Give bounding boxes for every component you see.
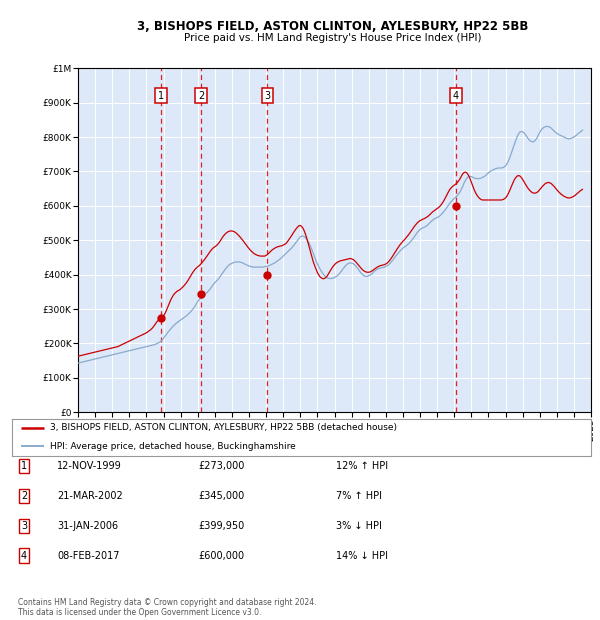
Text: 31-JAN-2006: 31-JAN-2006	[57, 521, 118, 531]
Text: £273,000: £273,000	[198, 461, 244, 471]
Text: 7% ↑ HPI: 7% ↑ HPI	[336, 491, 382, 501]
Text: 2: 2	[198, 91, 205, 100]
Text: 4: 4	[21, 551, 27, 560]
Text: £600,000: £600,000	[198, 551, 244, 560]
Text: 3% ↓ HPI: 3% ↓ HPI	[336, 521, 382, 531]
Text: £345,000: £345,000	[198, 491, 244, 501]
Text: 21-MAR-2002: 21-MAR-2002	[57, 491, 123, 501]
Text: 12-NOV-1999: 12-NOV-1999	[57, 461, 122, 471]
Text: 3, BISHOPS FIELD, ASTON CLINTON, AYLESBURY, HP22 5BB (detached house): 3, BISHOPS FIELD, ASTON CLINTON, AYLESBU…	[50, 423, 397, 432]
Text: Contains HM Land Registry data © Crown copyright and database right 2024.: Contains HM Land Registry data © Crown c…	[18, 598, 317, 607]
Text: HPI: Average price, detached house, Buckinghamshire: HPI: Average price, detached house, Buck…	[50, 442, 295, 451]
Text: 3: 3	[21, 521, 27, 531]
Text: 14% ↓ HPI: 14% ↓ HPI	[336, 551, 388, 560]
Text: 1: 1	[158, 91, 164, 100]
Text: 3: 3	[265, 91, 271, 100]
Text: 1: 1	[21, 461, 27, 471]
Text: 12% ↑ HPI: 12% ↑ HPI	[336, 461, 388, 471]
Text: 2: 2	[21, 491, 27, 501]
Text: 4: 4	[453, 91, 459, 100]
Text: Price paid vs. HM Land Registry's House Price Index (HPI): Price paid vs. HM Land Registry's House …	[184, 33, 482, 43]
Text: 08-FEB-2017: 08-FEB-2017	[57, 551, 119, 560]
Text: 3, BISHOPS FIELD, ASTON CLINTON, AYLESBURY, HP22 5BB: 3, BISHOPS FIELD, ASTON CLINTON, AYLESBU…	[137, 20, 529, 32]
Text: £399,950: £399,950	[198, 521, 244, 531]
Text: This data is licensed under the Open Government Licence v3.0.: This data is licensed under the Open Gov…	[18, 608, 262, 617]
